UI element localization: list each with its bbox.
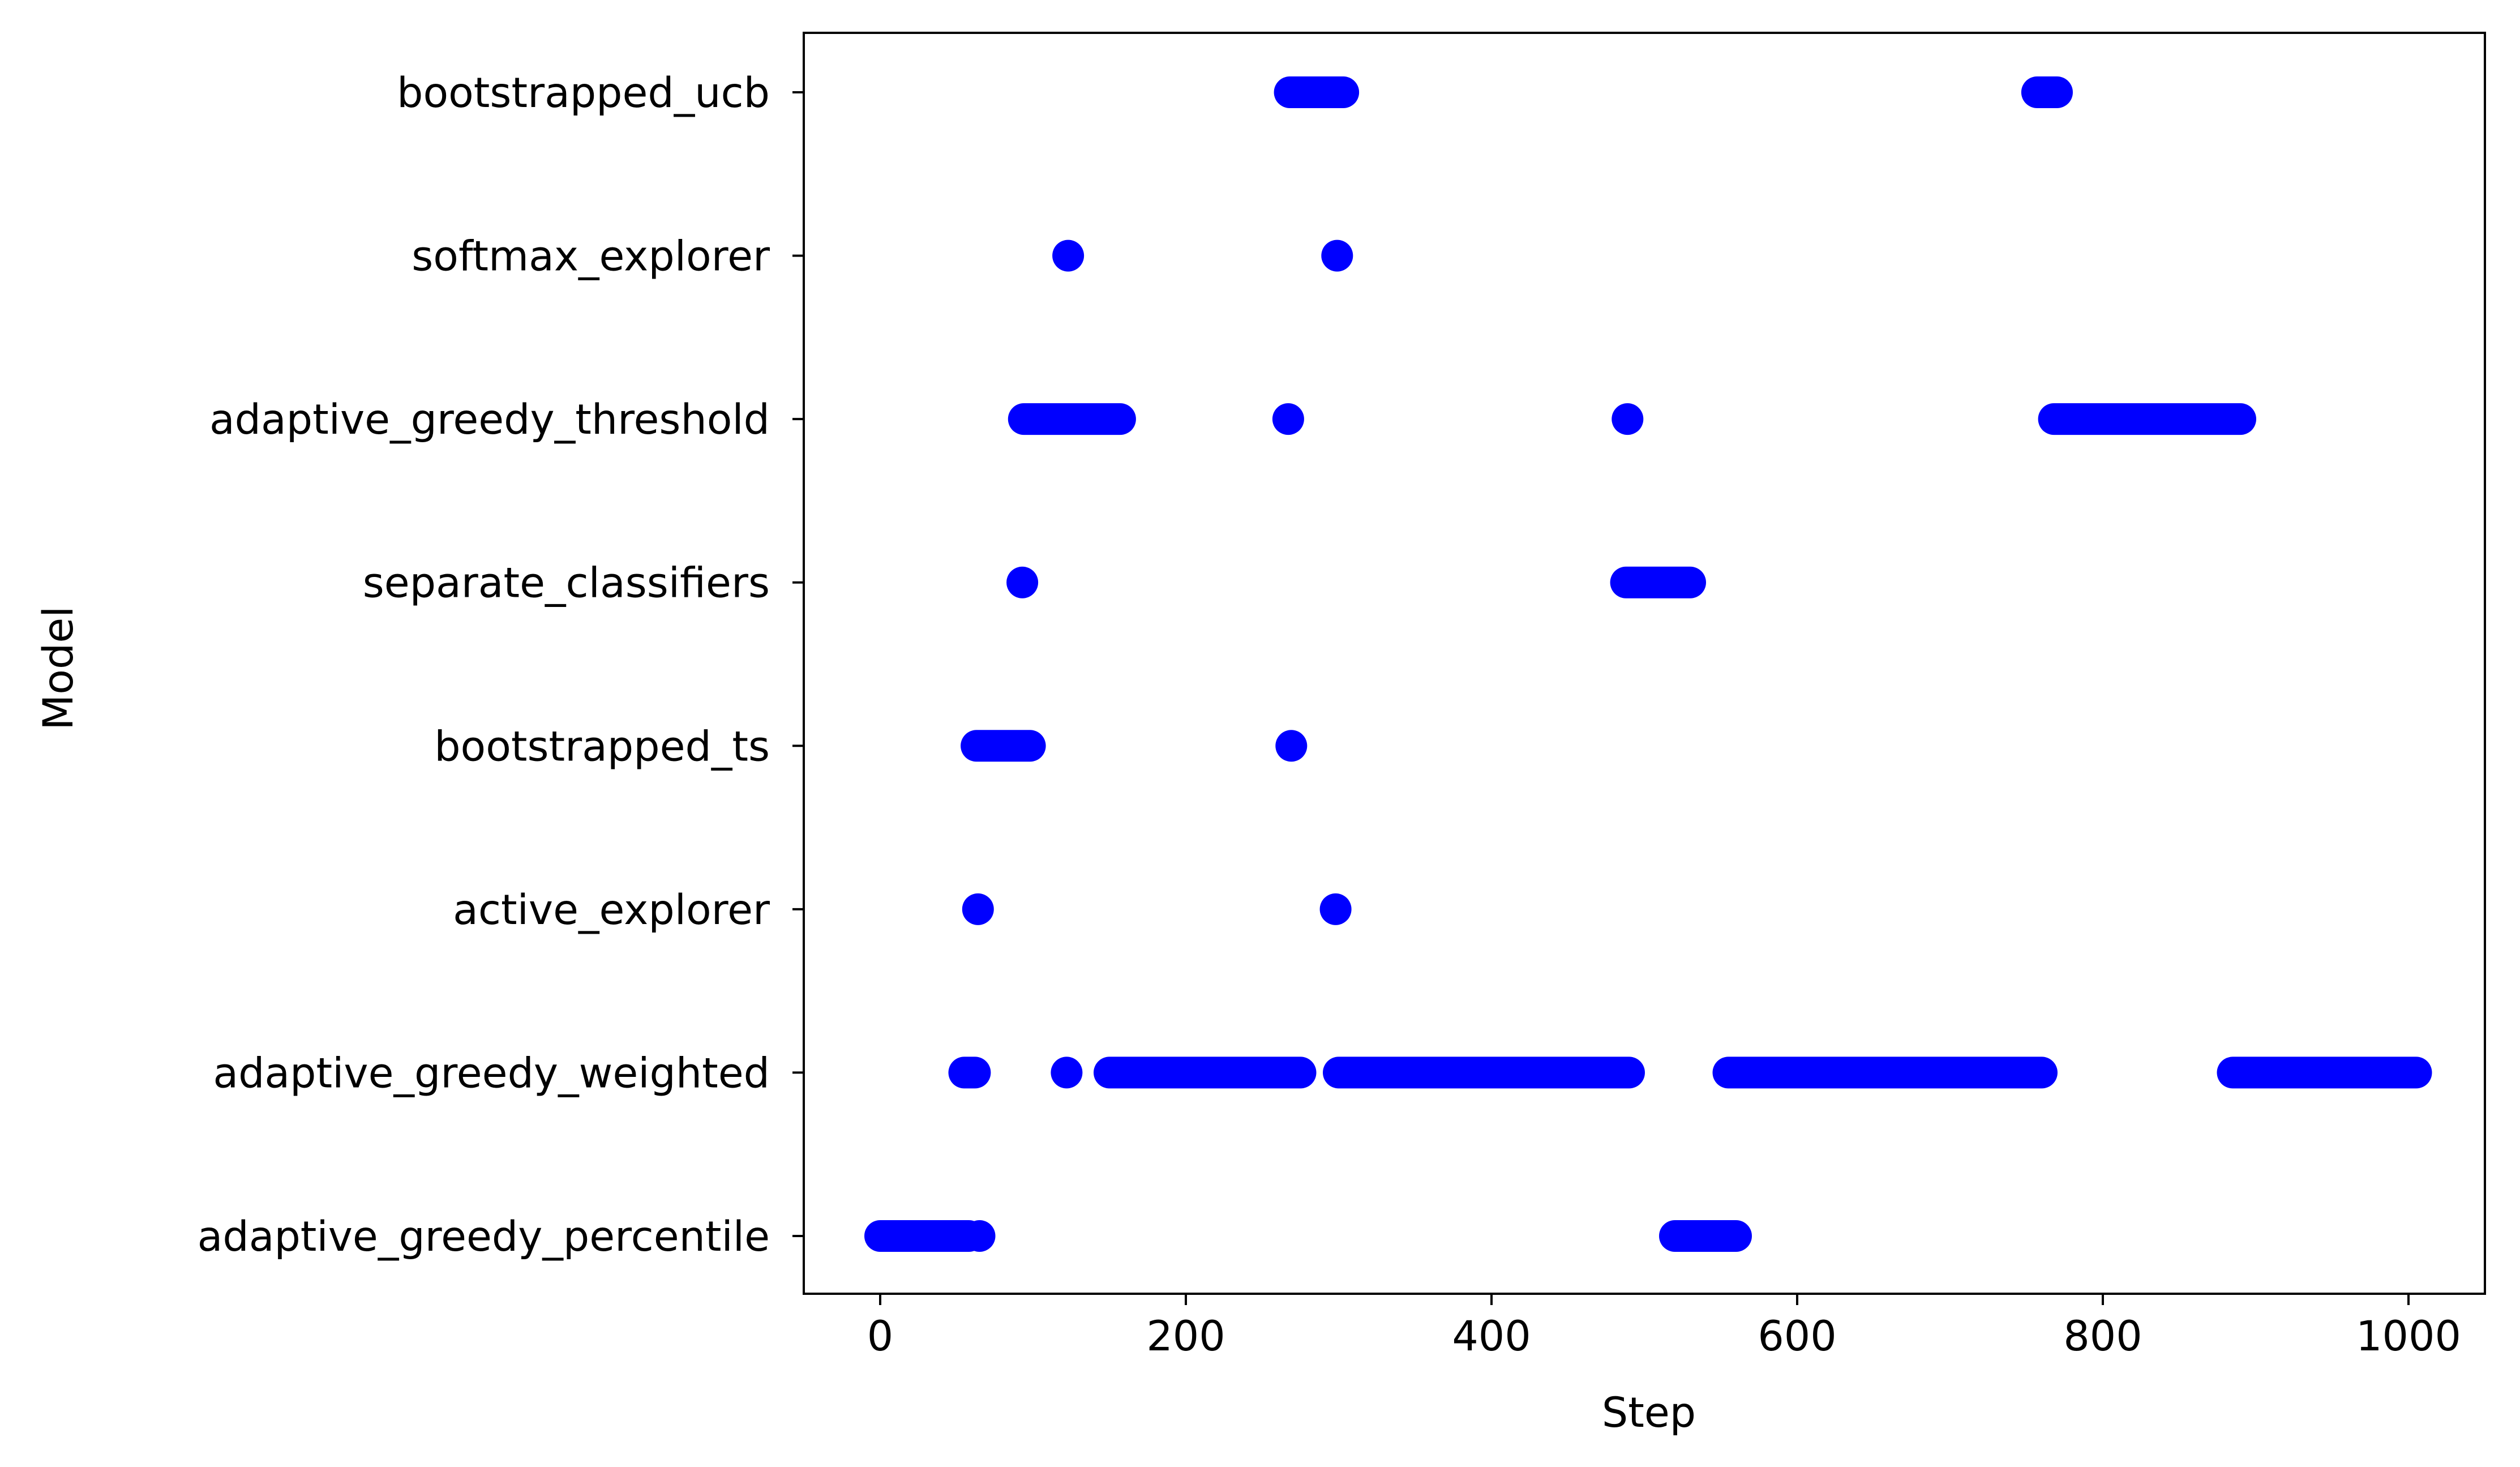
point-separate-classifiers-1 bbox=[1006, 566, 1039, 598]
y-tick-label-adaptive-greedy-percentile: adaptive_greedy_percentile bbox=[198, 1213, 770, 1261]
y-tick-label-bootstrapped-ucb: bootstrapped_ucb bbox=[397, 69, 770, 117]
y-tick-label-adaptive-greedy-threshold: adaptive_greedy_threshold bbox=[209, 396, 770, 444]
y-tick-label-adaptive-greedy-weighted: adaptive_greedy_weighted bbox=[213, 1049, 770, 1097]
point-softmax-explorer-1 bbox=[1052, 239, 1085, 272]
x-tick-label-200: 200 bbox=[1146, 1312, 1225, 1361]
x-tick-label-400: 400 bbox=[1452, 1312, 1531, 1361]
plot-area bbox=[804, 33, 2485, 1294]
point-active-explorer-1 bbox=[962, 893, 994, 925]
x-tick-label-1000: 1000 bbox=[2356, 1312, 2461, 1361]
y-tick-label-active-explorer: active_explorer bbox=[453, 886, 770, 934]
x-tick-label-600: 600 bbox=[1758, 1312, 1836, 1361]
point-adaptive-greedy-weighted-2 bbox=[1051, 1057, 1083, 1089]
y-axis: adaptive_greedy_percentile adaptive_greed… bbox=[198, 69, 804, 1261]
point-adaptive-greedy-threshold-3 bbox=[1612, 403, 1644, 435]
point-adaptive-greedy-percentile-2 bbox=[963, 1220, 996, 1252]
data-marks bbox=[864, 76, 2432, 1252]
y-axis-label: Model bbox=[35, 606, 83, 730]
x-tick-label-0: 0 bbox=[867, 1312, 893, 1361]
x-tick-label-800: 800 bbox=[2063, 1312, 2142, 1361]
point-active-explorer-2 bbox=[1319, 893, 1352, 925]
y-tick-label-softmax-explorer: softmax_explorer bbox=[412, 233, 770, 281]
point-adaptive-greedy-threshold-2 bbox=[1272, 403, 1304, 435]
x-axis-label: Step bbox=[1602, 1389, 1696, 1437]
x-axis: 0 200 400 600 800 1000 bbox=[867, 1294, 2461, 1361]
point-bootstrapped-ts-2 bbox=[1275, 730, 1308, 762]
y-tick-label-bootstrapped-ts: bootstrapped_ts bbox=[434, 722, 770, 771]
plot-frame bbox=[803, 32, 2486, 1295]
point-softmax-explorer-2 bbox=[1321, 239, 1353, 272]
y-tick-label-separate-classifiers: separate_classifiers bbox=[363, 559, 770, 608]
